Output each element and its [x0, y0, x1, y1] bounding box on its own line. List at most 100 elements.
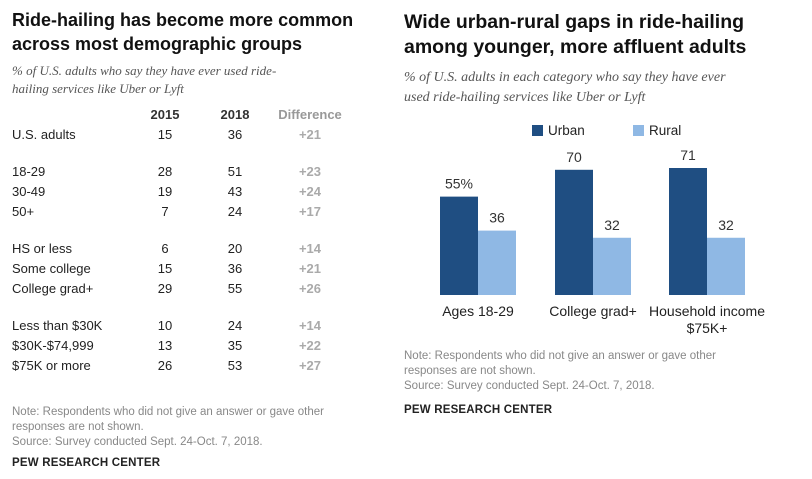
category-label: College grad+: [549, 303, 637, 319]
right-brand: PEW RESEARCH CENTER: [404, 404, 552, 416]
row-label: HS or less: [12, 238, 130, 258]
table-row: 30-49 19 43 +24: [12, 181, 350, 201]
value-2015: 28: [130, 161, 200, 181]
demographics-table: 2015 2018 Difference U.S. adults 15 36 +21 1…: [12, 104, 350, 375]
data-label-urban: 70: [566, 149, 582, 165]
left-source: Source: Survey conducted Sept. 24-Oct. 7…: [12, 435, 357, 450]
row-label: 50+: [12, 201, 130, 221]
bar-urban: [669, 168, 707, 295]
left-note: Note: Respondents who did not give an an…: [12, 405, 357, 450]
right-title-line-1: Wide urban-rural gaps in ride-hailing: [404, 10, 804, 35]
right-source: Source: Survey conducted Sept. 24-Oct. 7…: [404, 379, 764, 394]
right-note: Note: Respondents who did not give an an…: [404, 349, 764, 394]
value-difference: +22: [270, 335, 350, 355]
group-spacer: [12, 144, 350, 161]
row-label: 30-49: [12, 181, 130, 201]
value-2015: 7: [130, 201, 200, 221]
right-subtitle: % of U.S. adults in each category who sa…: [404, 68, 804, 108]
right-panel: Wide urban-rural gaps in ride-hailing am…: [404, 0, 804, 108]
value-2015: 15: [130, 258, 200, 278]
value-2015: 26: [130, 355, 200, 375]
value-2015: 29: [130, 278, 200, 298]
value-difference: +26: [270, 278, 350, 298]
left-subtitle-line-1: % of U.S. adults who say they have ever …: [12, 62, 372, 80]
table-row: 50+ 7 24 +17: [12, 201, 350, 221]
left-panel: Ride-hailing has become more common acro…: [12, 0, 372, 98]
bar-urban: [440, 197, 478, 295]
data-label-urban: 71: [680, 147, 696, 163]
left-note-line-2: responses are not shown.: [12, 420, 357, 435]
group-spacer: [12, 221, 350, 238]
row-label: $75K or more: [12, 355, 130, 375]
value-2015: 19: [130, 181, 200, 201]
column-header-2018: 2018: [200, 104, 270, 124]
value-2015: 10: [130, 315, 200, 335]
value-2018: 20: [200, 238, 270, 258]
table-body: U.S. adults 15 36 +21 18-29 28 51 +23 30-49 19 43 +…: [12, 124, 350, 375]
bar-urban: [555, 170, 593, 295]
legend-swatch-urban: [532, 125, 543, 136]
right-subtitle-line-1: % of U.S. adults in each category who sa…: [404, 68, 804, 88]
legend-label-urban: Urban: [548, 123, 585, 138]
right-note-line-1: Note: Respondents who did not give an an…: [404, 349, 764, 364]
column-header-2015: 2015: [130, 104, 200, 124]
left-title: Ride-hailing has become more common acro…: [12, 8, 372, 56]
row-label: Some college: [12, 258, 130, 278]
left-brand: PEW RESEARCH CENTER: [12, 457, 160, 469]
value-2018: 43: [200, 181, 270, 201]
data-label-rural: 32: [604, 217, 620, 233]
bar-rural: [707, 238, 745, 295]
left-subtitle-line-2: hailing services like Uber or Lyft: [12, 80, 372, 98]
row-label: U.S. adults: [12, 124, 130, 144]
table-row: Some college 15 36 +21: [12, 258, 350, 278]
legend-swatch-rural: [633, 125, 644, 136]
value-2018: 36: [200, 258, 270, 278]
column-header-label: [12, 104, 130, 124]
category-label: Household income: [649, 303, 765, 319]
right-subtitle-line-2: used ride-hailing services like Uber or …: [404, 88, 804, 108]
value-2018: 55: [200, 278, 270, 298]
legend-label-rural: Rural: [649, 123, 681, 138]
value-2018: 51: [200, 161, 270, 181]
data-label-rural: 32: [718, 217, 734, 233]
right-note-line-2: responses are not shown.: [404, 364, 764, 379]
data-label-rural: 36: [489, 210, 505, 226]
left-title-line-2: across most demographic groups: [12, 32, 372, 56]
table-row: College grad+ 29 55 +26: [12, 278, 350, 298]
value-difference: +23: [270, 161, 350, 181]
value-2018: 35: [200, 335, 270, 355]
value-difference: +14: [270, 238, 350, 258]
bar-rural: [478, 231, 516, 295]
group-spacer: [12, 298, 350, 315]
table-row: 18-29 28 51 +23: [12, 161, 350, 181]
value-2018: 53: [200, 355, 270, 375]
value-2015: 6: [130, 238, 200, 258]
row-label: 18-29: [12, 161, 130, 181]
column-header-difference: Difference: [270, 104, 350, 124]
table-row: $75K or more 26 53 +27: [12, 355, 350, 375]
value-difference: +14: [270, 315, 350, 335]
row-label: $30K-$74,999: [12, 335, 130, 355]
value-difference: +24: [270, 181, 350, 201]
value-difference: +17: [270, 201, 350, 221]
category-label: $75K+: [687, 320, 728, 336]
left-title-line-1: Ride-hailing has become more common: [12, 8, 372, 32]
urban-rural-bar-chart: Urban Rural 55% 36 Ages 18-29 70 32 College gra…: [404, 120, 804, 345]
right-title-line-2: among younger, more affluent adults: [404, 35, 804, 60]
right-title: Wide urban-rural gaps in ride-hailing am…: [404, 10, 804, 60]
row-label: Less than $30K: [12, 315, 130, 335]
table-row: Less than $30K 10 24 +14: [12, 315, 350, 335]
category-label: Ages 18-29: [442, 303, 514, 319]
table-row: HS or less 6 20 +14: [12, 238, 350, 258]
table-header-row: 2015 2018 Difference: [12, 104, 350, 124]
value-2015: 13: [130, 335, 200, 355]
value-difference: +21: [270, 258, 350, 278]
value-difference: +27: [270, 355, 350, 375]
left-subtitle: % of U.S. adults who say they have ever …: [12, 62, 372, 98]
table-row: $30K-$74,999 13 35 +22: [12, 335, 350, 355]
value-2018: 24: [200, 201, 270, 221]
table-row: U.S. adults 15 36 +21: [12, 124, 350, 144]
bar-rural: [593, 238, 631, 295]
value-2018: 36: [200, 124, 270, 144]
left-note-line-1: Note: Respondents who did not give an an…: [12, 405, 357, 420]
